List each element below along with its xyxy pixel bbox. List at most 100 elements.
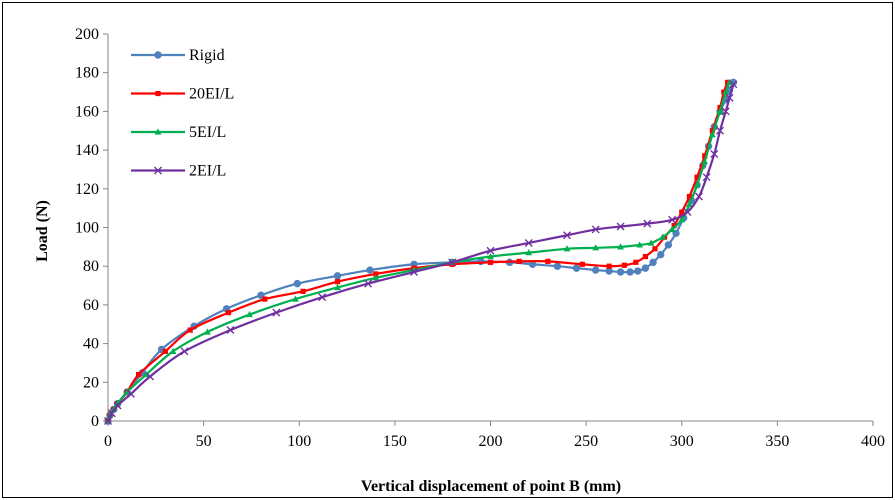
data-point-marker	[113, 401, 122, 410]
data-point-marker	[204, 328, 211, 335]
data-point-marker	[572, 264, 581, 272]
data-point-marker	[524, 238, 533, 247]
data-point-marker	[683, 208, 692, 217]
data-point-marker	[671, 222, 677, 229]
data-point-marker	[716, 126, 724, 135]
y-tick-label: 80	[83, 258, 99, 275]
data-point-marker	[104, 417, 112, 425]
axes: 0 20 40 60 80 100 120 140 160 180 200 0 50 100 150 200 2…	[75, 26, 885, 450]
y-tick-label: 160	[75, 103, 99, 120]
data-point-marker	[616, 268, 625, 276]
data-point-marker	[155, 90, 161, 97]
data-point-marker	[334, 283, 341, 291]
x-tick-label: 400	[861, 433, 885, 450]
data-point-marker	[334, 279, 341, 285]
data-point-marker	[729, 80, 738, 89]
data-point-marker	[649, 258, 657, 267]
data-point-marker	[136, 371, 142, 378]
data-point-marker	[162, 348, 168, 354]
y-tick-label: 0	[91, 413, 99, 430]
data-point-marker	[487, 252, 494, 260]
legend-label: Rigid	[189, 47, 225, 64]
legend-label: 2EI/L	[189, 163, 226, 180]
legend-label: 5EI/L	[189, 124, 226, 141]
data-point-marker	[486, 246, 495, 255]
data-point-marker	[710, 149, 719, 158]
data-point-marker	[633, 259, 639, 265]
data-point-marker	[123, 388, 131, 395]
data-point-marker	[708, 131, 716, 138]
data-point-marker	[169, 347, 177, 354]
data-point-marker	[154, 166, 162, 175]
data-point-marker	[668, 215, 677, 224]
data-point-marker	[702, 173, 711, 182]
x-tick-label: 100	[287, 433, 311, 450]
data-point-marker	[364, 279, 373, 288]
legend: Rigid 20EI/L 5EI/L 2EI/L	[131, 47, 234, 180]
y-tick-label: 120	[75, 181, 99, 198]
data-point-marker	[262, 296, 268, 302]
data-point-marker	[721, 107, 730, 116]
data-point-marker	[702, 153, 708, 159]
data-point-marker	[709, 128, 715, 134]
data-point-marker	[333, 272, 342, 280]
data-point-marker	[664, 241, 673, 249]
data-point-marker	[154, 51, 162, 59]
data-point-marker	[553, 262, 562, 270]
data-point-marker	[641, 264, 650, 272]
data-point-marker	[643, 219, 652, 228]
data-point-marker	[487, 259, 494, 265]
data-point-marker	[563, 231, 571, 240]
data-point-marker	[626, 268, 634, 276]
y-axis-title: Load (N)	[34, 200, 51, 262]
x-tick-label: 0	[104, 433, 112, 450]
data-point-marker	[187, 327, 193, 333]
legend-label: 20EI/L	[189, 86, 234, 103]
x-tick-label: 200	[479, 433, 503, 450]
data-point-marker	[694, 174, 700, 180]
data-point-marker	[142, 370, 150, 378]
y-tick-label: 20	[83, 374, 99, 391]
data-point-marker	[616, 222, 625, 231]
data-point-marker	[272, 308, 281, 317]
y-tick-label: 60	[83, 297, 99, 314]
data-point-marker	[292, 295, 299, 302]
data-point-marker	[678, 216, 686, 223]
data-point-marker	[225, 310, 232, 316]
data-point-marker	[726, 78, 733, 85]
y-tick-label: 200	[75, 26, 99, 43]
data-point-marker	[154, 128, 162, 135]
data-point-marker	[657, 250, 665, 259]
legend-item: 20EI/L	[131, 86, 234, 103]
data-point-marker	[716, 107, 724, 114]
line-chart: 0 20 40 60 80 100 120 140 160 180 200 0 50 100 150 200 2…	[34, 26, 885, 495]
x-axis-title: Vertical displacement of point B (mm)	[361, 478, 621, 495]
y-tick-label: 40	[83, 336, 99, 353]
data-point-marker	[679, 209, 685, 215]
data-point-marker	[516, 258, 522, 264]
data-point-marker	[694, 192, 703, 201]
data-point-marker	[634, 267, 642, 275]
data-point-marker	[180, 347, 189, 356]
x-tick-label: 350	[765, 433, 789, 450]
data-point-marker	[722, 88, 730, 95]
data-point-marker	[686, 200, 693, 207]
x-tick-label: 250	[574, 433, 598, 450]
y-tick-label: 100	[75, 220, 99, 237]
legend-item: 5EI/L	[131, 124, 226, 141]
data-point-marker	[652, 246, 658, 252]
x-tick-label: 300	[670, 433, 694, 450]
data-point-marker	[659, 233, 667, 240]
data-point-marker	[372, 274, 380, 281]
data-point-marker	[545, 258, 551, 264]
data-point-marker	[373, 271, 379, 277]
data-point-marker	[592, 244, 600, 251]
data-point-marker	[563, 245, 571, 252]
data-point-marker	[293, 279, 302, 288]
data-point-marker	[126, 389, 135, 398]
data-point-marker	[146, 372, 155, 381]
data-point-marker	[693, 181, 701, 188]
series-lines	[104, 78, 738, 425]
legend-item: 2EI/L	[131, 163, 226, 180]
